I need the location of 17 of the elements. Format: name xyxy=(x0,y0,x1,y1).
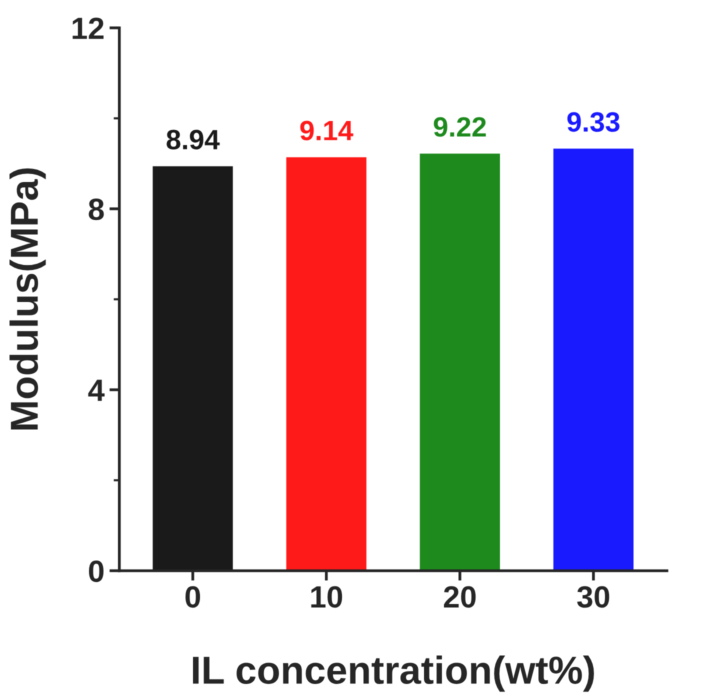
y-tick-label: 12 xyxy=(72,18,104,39)
data-label: 8.94 xyxy=(166,130,220,150)
x-axis-title: IL concentration(wt%) xyxy=(192,655,594,692)
y-axis-title: Modulus(MPa) xyxy=(10,168,46,430)
x-tick-label: 30 xyxy=(577,586,610,608)
bar xyxy=(553,148,634,571)
data-label: 9.33 xyxy=(567,112,620,132)
bar xyxy=(420,154,500,571)
x-tick-label: 20 xyxy=(444,586,476,608)
y-tick-label: 0 xyxy=(88,560,104,582)
x-tick-label: 0 xyxy=(186,586,200,608)
data-label: 9.22 xyxy=(434,117,486,137)
bar xyxy=(286,157,366,571)
x-tick-label: 10 xyxy=(311,586,342,608)
y-tick-label: 8 xyxy=(88,198,104,220)
y-tick-label: 4 xyxy=(88,380,105,401)
data-label: 9.14 xyxy=(300,120,354,140)
